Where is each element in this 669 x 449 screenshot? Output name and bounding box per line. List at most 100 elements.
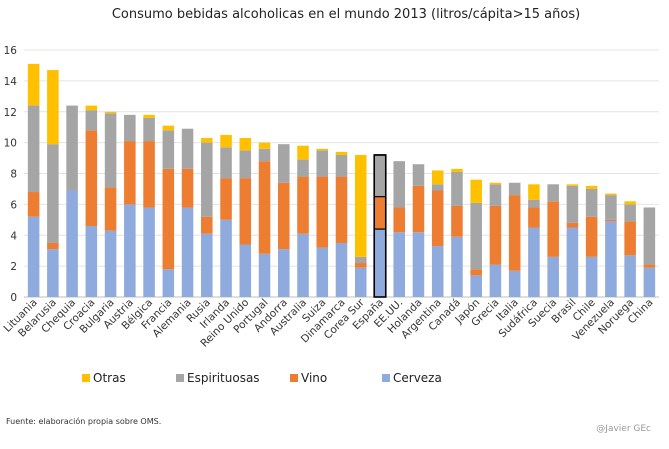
bar-segment — [297, 145, 309, 160]
bar-segment — [374, 229, 386, 297]
bar-stack — [85, 105, 98, 297]
bar-stack — [47, 70, 59, 297]
bar-segment — [451, 168, 463, 172]
bar-segment — [316, 176, 329, 248]
bar-segment — [374, 154, 386, 197]
bar-segment — [624, 204, 636, 222]
bar-segment — [470, 179, 482, 203]
bar-stack — [201, 137, 213, 297]
bar-segment — [393, 207, 405, 233]
bar-segment — [85, 225, 98, 297]
bar-segment — [47, 242, 59, 250]
bar-segment — [162, 168, 175, 270]
legend-swatch — [176, 374, 184, 382]
legend-swatch — [290, 374, 298, 382]
bar-segment — [297, 159, 309, 177]
bar-stack — [278, 144, 290, 297]
bar-stack — [643, 207, 656, 297]
bar-segment — [297, 233, 309, 297]
bar-segment — [508, 182, 521, 196]
bar-segment — [566, 184, 579, 186]
bar-segment — [124, 114, 136, 142]
bar-stack — [508, 182, 521, 297]
bar-segment — [605, 221, 617, 297]
bar-stack — [335, 151, 348, 297]
bar-segment — [201, 137, 213, 143]
bar-segment — [143, 114, 155, 118]
bar-segment — [354, 154, 367, 257]
bar-segment — [354, 263, 367, 268]
bar-stack — [27, 63, 40, 297]
bar-segment — [470, 202, 482, 270]
bars — [27, 63, 656, 298]
bar-segment — [489, 184, 502, 206]
bar-stack — [566, 184, 579, 297]
bar-segment — [143, 141, 155, 208]
bar-stack — [412, 164, 425, 297]
bar-stack — [104, 111, 117, 297]
bar-segment — [489, 182, 502, 185]
y-tick-label: 16 — [4, 45, 18, 57]
bar-segment — [162, 125, 175, 131]
bar-segment — [278, 144, 290, 183]
bar-segment — [258, 142, 271, 149]
bar-segment — [27, 63, 40, 106]
bar-segment — [297, 176, 309, 234]
bar-segment — [181, 168, 194, 208]
bar-segment — [201, 142, 213, 217]
y-tick-label: 8 — [10, 169, 17, 181]
bar-segment — [470, 269, 482, 276]
bar-segment — [201, 233, 213, 297]
bar-segment — [143, 207, 155, 297]
credit: @Javier GEc — [596, 424, 651, 434]
bar-segment — [489, 264, 502, 297]
bar-segment — [85, 110, 98, 131]
bar-segment — [643, 264, 656, 268]
bar-segment — [547, 184, 559, 202]
bar-segment — [220, 219, 232, 297]
bar-segment — [605, 195, 617, 220]
bar-segment — [412, 164, 425, 186]
bar-stack — [354, 154, 367, 297]
bar-segment — [335, 154, 348, 177]
legend-label: Cerveza — [393, 371, 442, 385]
bar-stack — [66, 105, 78, 297]
bar-segment — [412, 232, 425, 297]
bar-stack — [470, 179, 482, 297]
bar-segment — [451, 171, 463, 206]
bar-segment — [547, 256, 559, 297]
bar-segment — [335, 151, 348, 155]
legend-swatch — [82, 374, 90, 382]
chart-title: Consumo bebidas alcoholicas en el mundo … — [112, 7, 580, 22]
y-tick-label: 2 — [10, 261, 17, 273]
bar-segment — [220, 134, 232, 148]
source-note: Fuente: elaboración propia sobre OMS. — [6, 417, 162, 426]
bar-segment — [643, 267, 656, 297]
bar-segment — [624, 221, 636, 256]
bar-segment — [27, 216, 40, 297]
bar-segment — [220, 147, 232, 179]
bar-segment — [66, 105, 78, 191]
bar-segment — [104, 113, 117, 188]
bar-segment — [451, 205, 463, 237]
bar-segment — [316, 148, 329, 151]
bar-segment — [316, 247, 329, 297]
legend-label: Otras — [93, 371, 126, 385]
bar-segment — [335, 176, 348, 243]
bar-segment — [528, 184, 540, 200]
bar-segment — [239, 178, 252, 245]
bar-segment — [66, 190, 78, 297]
y-tick-label: 10 — [4, 138, 17, 150]
y-axis: 0 2 4 6 8 10 12 14 16 — [4, 45, 18, 304]
bar-stack — [489, 182, 502, 297]
bar-segment — [47, 70, 59, 145]
bar-segment — [547, 201, 559, 257]
bar-segment — [258, 253, 271, 297]
bar-segment — [258, 148, 271, 162]
legend: Otras Espirituosas Vino Cerveza — [82, 371, 442, 385]
bar-stack — [124, 114, 136, 297]
bar-segment — [585, 256, 598, 297]
bar-segment — [124, 141, 136, 205]
bar-segment — [47, 249, 59, 297]
